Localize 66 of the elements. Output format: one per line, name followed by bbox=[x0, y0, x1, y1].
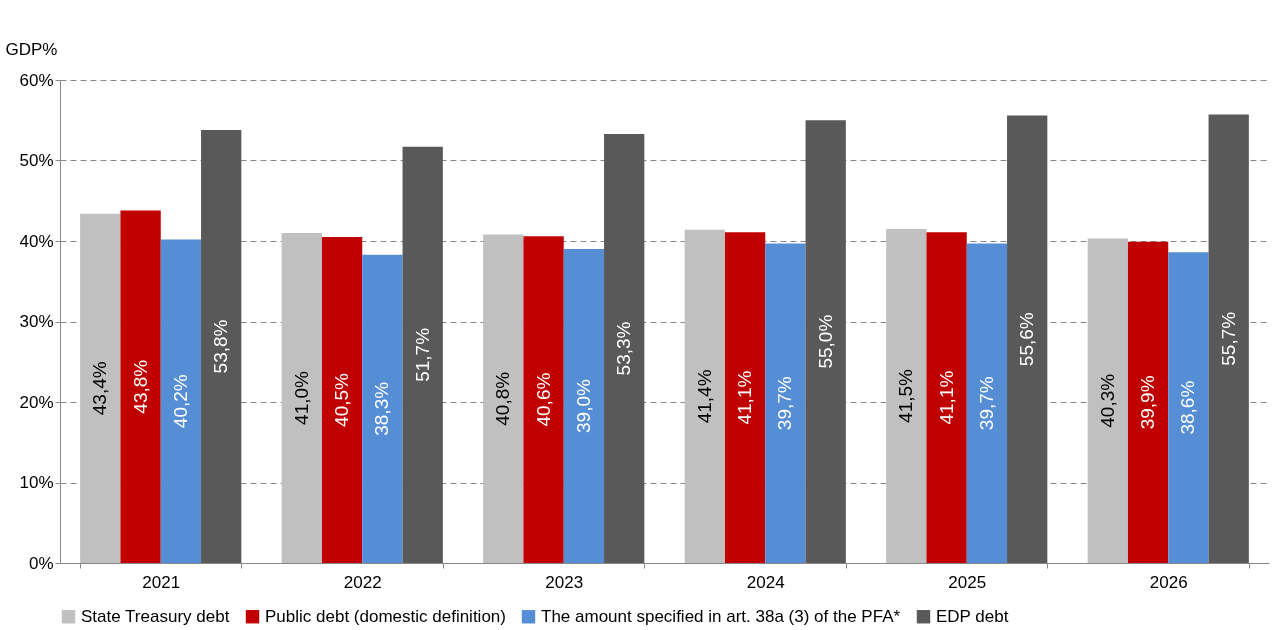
bar bbox=[120, 210, 161, 563]
bar bbox=[1007, 115, 1048, 563]
bar bbox=[1087, 238, 1128, 563]
x-tick-label: 2022 bbox=[343, 572, 382, 592]
legend-label: State Treasury debt bbox=[81, 606, 230, 626]
data-label: 40,5% bbox=[331, 372, 353, 427]
data-label: 41,5% bbox=[895, 368, 917, 423]
data-label: 39,7% bbox=[774, 376, 796, 431]
data-label: 38,3% bbox=[371, 381, 393, 436]
bar bbox=[1127, 241, 1169, 563]
bar bbox=[886, 228, 927, 563]
legend-label: Public debt (domestic definition) bbox=[265, 606, 506, 626]
bar bbox=[362, 254, 403, 563]
data-label: 55,0% bbox=[814, 314, 836, 369]
bar bbox=[281, 232, 322, 563]
data-label: 41,1% bbox=[935, 370, 957, 425]
data-label: 41,1% bbox=[734, 370, 756, 425]
data-label: 53,3% bbox=[613, 321, 635, 376]
bar bbox=[684, 229, 725, 563]
data-label: 53,8% bbox=[210, 319, 232, 374]
y-tick-label: 10% bbox=[19, 473, 54, 492]
x-tick-label: 2026 bbox=[1149, 572, 1188, 592]
bar bbox=[604, 133, 645, 563]
x-tick-label: 2021 bbox=[142, 572, 181, 592]
data-label: 51,7% bbox=[411, 327, 433, 382]
data-label: 55,6% bbox=[1016, 312, 1038, 367]
bar bbox=[201, 129, 242, 563]
bar bbox=[563, 249, 605, 563]
data-label: 41,0% bbox=[290, 370, 312, 425]
bar bbox=[160, 239, 202, 563]
y-tick-label: 20% bbox=[19, 392, 54, 412]
bar bbox=[80, 213, 121, 563]
y-tick-label: 60% bbox=[19, 70, 54, 90]
data-label: 55,7% bbox=[1217, 311, 1239, 366]
data-label: 39,7% bbox=[975, 376, 997, 431]
bar bbox=[966, 243, 1008, 563]
y-tick-label: 0% bbox=[28, 553, 54, 573]
bar bbox=[523, 236, 564, 563]
bar bbox=[321, 236, 363, 563]
legend-label: EDP debt bbox=[936, 606, 1009, 626]
y-tick-label: 30% bbox=[19, 312, 54, 331]
bar bbox=[1208, 114, 1249, 563]
bar bbox=[1168, 252, 1209, 563]
data-label: 43,4% bbox=[89, 361, 111, 416]
data-label: 40,2% bbox=[169, 374, 191, 429]
data-label: 41,4% bbox=[693, 369, 715, 424]
data-label: 38,6% bbox=[1177, 380, 1199, 435]
y-axis-title: GDP% bbox=[5, 39, 58, 59]
data-label: 40,3% bbox=[1096, 373, 1118, 428]
bar bbox=[483, 234, 524, 563]
bar bbox=[402, 146, 443, 563]
y-tick-label: 50% bbox=[19, 151, 54, 170]
data-label: 43,8% bbox=[129, 359, 151, 414]
x-tick-label: 2024 bbox=[746, 572, 785, 592]
bar bbox=[724, 232, 766, 563]
y-tick-label: 40% bbox=[19, 231, 54, 251]
x-tick-label: 2025 bbox=[948, 572, 987, 592]
data-label: 39,9% bbox=[1137, 375, 1159, 430]
x-tick-label: 2023 bbox=[545, 572, 584, 592]
data-label: 39,0% bbox=[572, 378, 594, 433]
bar bbox=[805, 120, 846, 563]
bar bbox=[926, 232, 967, 563]
data-label: 40,8% bbox=[492, 371, 514, 426]
bar bbox=[765, 243, 806, 563]
legend-label: The amount specified in art. 38a (3) of the PFA* bbox=[541, 606, 901, 626]
data-label: 40,6% bbox=[532, 372, 554, 427]
